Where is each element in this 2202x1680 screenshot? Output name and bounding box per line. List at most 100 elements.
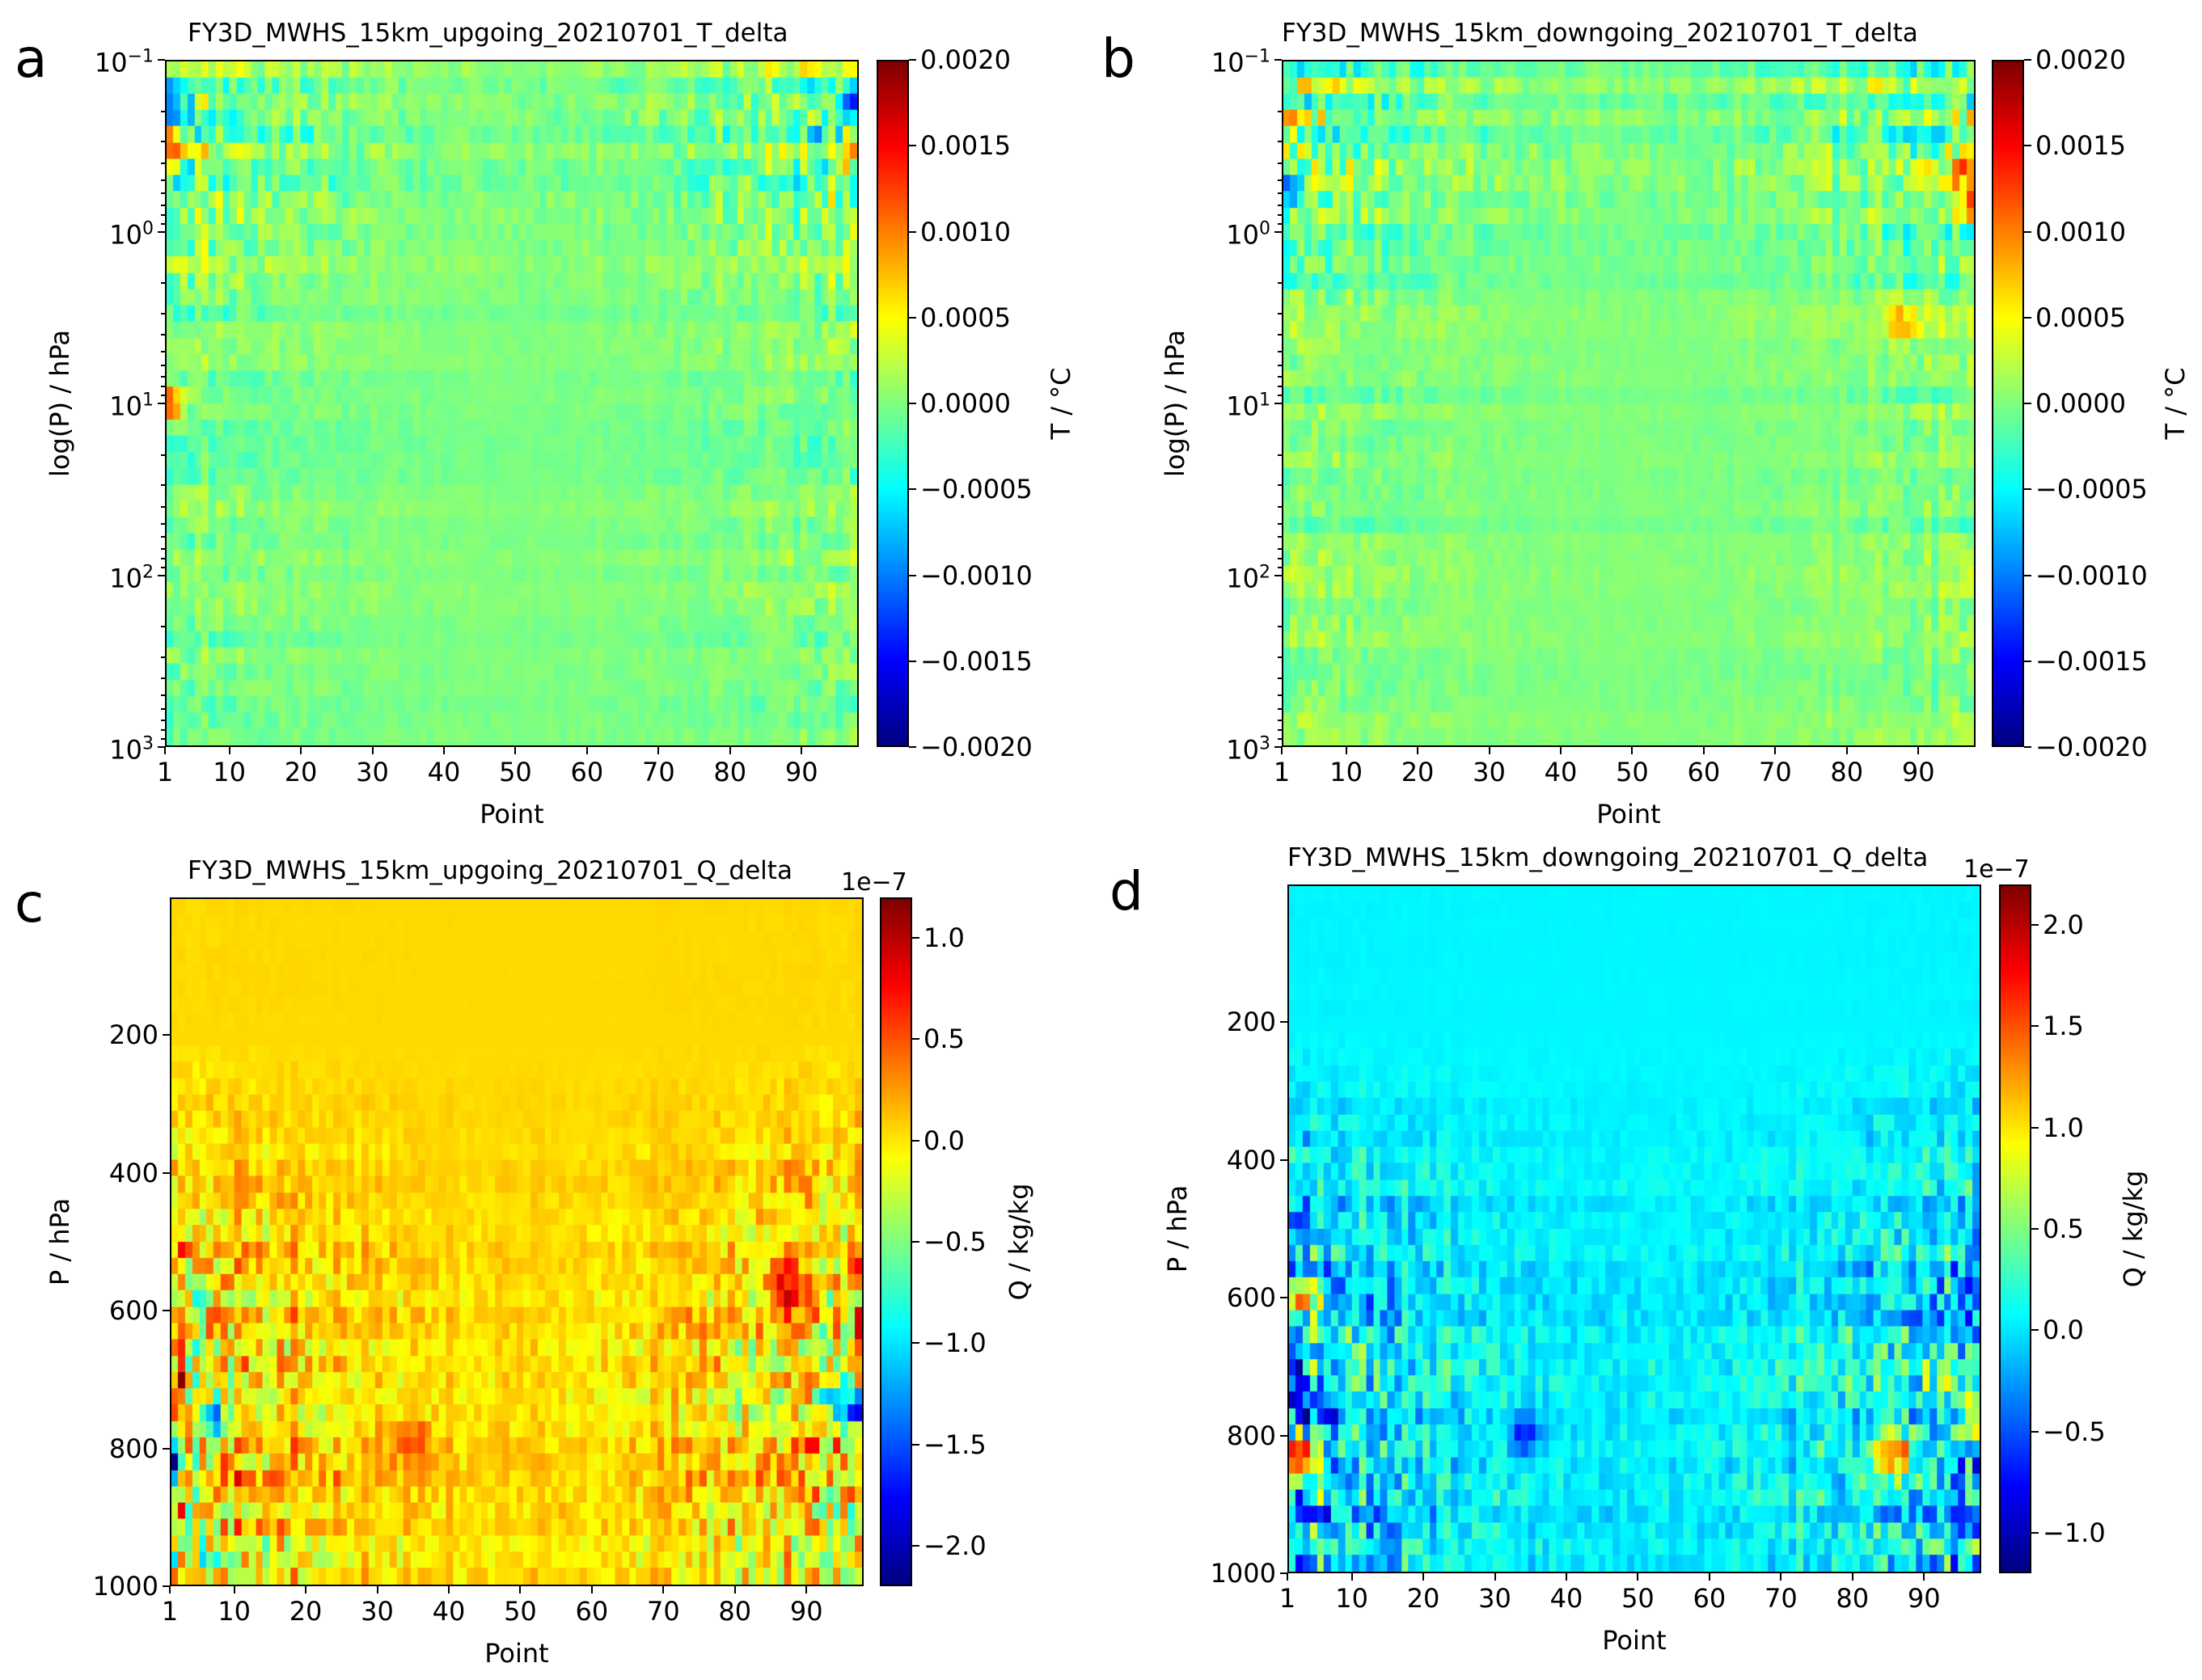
x-tick bbox=[442, 747, 445, 754]
y-minor-tick bbox=[161, 312, 165, 314]
x-tick bbox=[1702, 747, 1705, 754]
x-tick bbox=[662, 1586, 665, 1593]
colorbar-gradient bbox=[2001, 886, 2030, 1572]
y-tick bbox=[1274, 230, 1282, 233]
y-tick-base: 10 bbox=[94, 47, 128, 78]
x-tick bbox=[1565, 1573, 1567, 1581]
colorbar-tick bbox=[2024, 488, 2031, 491]
y-minor-tick bbox=[161, 522, 165, 525]
y-minor-tick bbox=[1278, 351, 1282, 353]
colorbar-tick bbox=[909, 145, 916, 147]
x-tick-label: 90 bbox=[789, 1596, 823, 1627]
y-tick-base: 10 bbox=[1226, 390, 1259, 422]
x-tick-label: 50 bbox=[1616, 757, 1649, 787]
y-tick-label: 102 bbox=[109, 559, 154, 592]
panel-letter: c bbox=[15, 872, 44, 935]
y-tick-label: 101 bbox=[109, 387, 154, 420]
y-minor-tick bbox=[161, 204, 165, 206]
x-tick bbox=[300, 747, 302, 754]
colorbar-tick-label: 0.0005 bbox=[2035, 302, 2126, 333]
colorbar-label: T / °C bbox=[1046, 367, 1076, 440]
y-minor-tick bbox=[1278, 162, 1282, 164]
colorbar-tick-label: 0.0000 bbox=[2035, 388, 2126, 419]
colorbar-tick-label: −1.5 bbox=[923, 1429, 987, 1460]
y-minor-tick bbox=[161, 351, 165, 353]
y-minor-tick bbox=[161, 364, 165, 366]
y-minor-tick bbox=[1278, 312, 1282, 314]
y-minor-tick bbox=[1278, 626, 1282, 628]
colorbar-tick bbox=[909, 316, 916, 319]
y-tick-base: 10 bbox=[1211, 47, 1245, 78]
colorbar-tick bbox=[2031, 1531, 2039, 1534]
x-tick-label: 70 bbox=[641, 757, 675, 787]
y-minor-tick bbox=[1278, 522, 1282, 525]
y-tick-exponent: 2 bbox=[1259, 562, 1270, 583]
y-tick bbox=[163, 1585, 170, 1587]
x-tick-label: 30 bbox=[1478, 1583, 1511, 1614]
x-tick-label: 40 bbox=[432, 1596, 466, 1627]
colorbar-tick bbox=[2024, 145, 2031, 147]
x-tick bbox=[1422, 1573, 1425, 1581]
y-axis-label: log(P) / hPa bbox=[44, 330, 75, 477]
colorbar-tick-label: −1.0 bbox=[2043, 1517, 2106, 1548]
x-tick-label: 20 bbox=[284, 757, 318, 787]
y-minor-tick bbox=[1278, 505, 1282, 508]
colorbar-label: T / °C bbox=[2160, 367, 2191, 440]
y-minor-tick bbox=[1278, 364, 1282, 366]
x-tick-label: 40 bbox=[427, 757, 461, 787]
y-minor-tick bbox=[1278, 110, 1282, 112]
y-tick bbox=[163, 1447, 170, 1450]
y-minor-tick bbox=[161, 179, 165, 181]
colorbar-tick-label: 0.0020 bbox=[2035, 44, 2126, 75]
y-minor-tick bbox=[161, 557, 165, 559]
panel-letter: d bbox=[1109, 860, 1143, 922]
x-tick bbox=[305, 1586, 307, 1593]
colorbar-multiplier: 1e−7 bbox=[1963, 855, 2030, 884]
y-minor-tick bbox=[161, 505, 165, 508]
y-minor-tick bbox=[161, 454, 165, 456]
colorbar-tick bbox=[909, 746, 916, 748]
x-tick-label: 30 bbox=[361, 1596, 394, 1627]
y-minor-tick bbox=[161, 334, 165, 336]
x-tick-label: 20 bbox=[289, 1596, 323, 1627]
y-tick-label: 103 bbox=[1226, 731, 1270, 764]
y-tick bbox=[158, 59, 165, 61]
colorbar-tick bbox=[2024, 403, 2031, 404]
y-minor-tick bbox=[161, 222, 165, 225]
y-tick-label: 200 bbox=[1226, 1007, 1276, 1038]
y-minor-tick bbox=[1278, 536, 1282, 538]
chart-title: FY3D_MWHS_15km_upgoing_20210701_Q_delta bbox=[188, 856, 792, 885]
y-tick bbox=[1274, 746, 1282, 748]
x-tick bbox=[729, 747, 731, 754]
colorbar-gradient bbox=[1993, 61, 2022, 745]
heatmap-plot-area bbox=[1282, 60, 1976, 747]
x-tick-label: 70 bbox=[646, 1596, 680, 1627]
y-minor-tick bbox=[1278, 454, 1282, 456]
y-tick-exponent: 0 bbox=[142, 218, 154, 239]
y-minor-tick bbox=[161, 536, 165, 538]
y-minor-tick bbox=[1278, 192, 1282, 195]
heatmap-plot-area bbox=[165, 60, 859, 747]
colorbar-tick-label: −0.0020 bbox=[920, 732, 1033, 762]
heatmap-canvas bbox=[1289, 886, 1980, 1572]
y-tick-label: 1000 bbox=[92, 1571, 158, 1602]
x-tick bbox=[1774, 747, 1777, 754]
x-tick-label: 10 bbox=[1329, 757, 1363, 787]
colorbar-tick bbox=[912, 1139, 919, 1142]
colorbar-tick-label: 0.0 bbox=[923, 1125, 965, 1156]
y-minor-tick bbox=[1278, 376, 1282, 378]
x-axis-label: Point bbox=[480, 799, 544, 829]
colorbar-tick-label: −0.0005 bbox=[2035, 474, 2148, 505]
x-tick bbox=[1281, 747, 1283, 754]
y-tick bbox=[163, 1034, 170, 1036]
y-tick bbox=[158, 574, 165, 576]
chart-title: FY3D_MWHS_15km_downgoing_20210701_T_delt… bbox=[1282, 19, 1918, 48]
y-axis-label: P / hPa bbox=[44, 1197, 75, 1286]
colorbar-tick bbox=[912, 1544, 919, 1547]
colorbar-tick bbox=[912, 937, 919, 939]
colorbar-tick bbox=[909, 230, 916, 233]
y-tick-exponent: 2 bbox=[142, 562, 154, 583]
y-minor-tick bbox=[161, 547, 165, 550]
y-minor-tick bbox=[1278, 213, 1282, 216]
x-tick bbox=[1559, 747, 1562, 754]
